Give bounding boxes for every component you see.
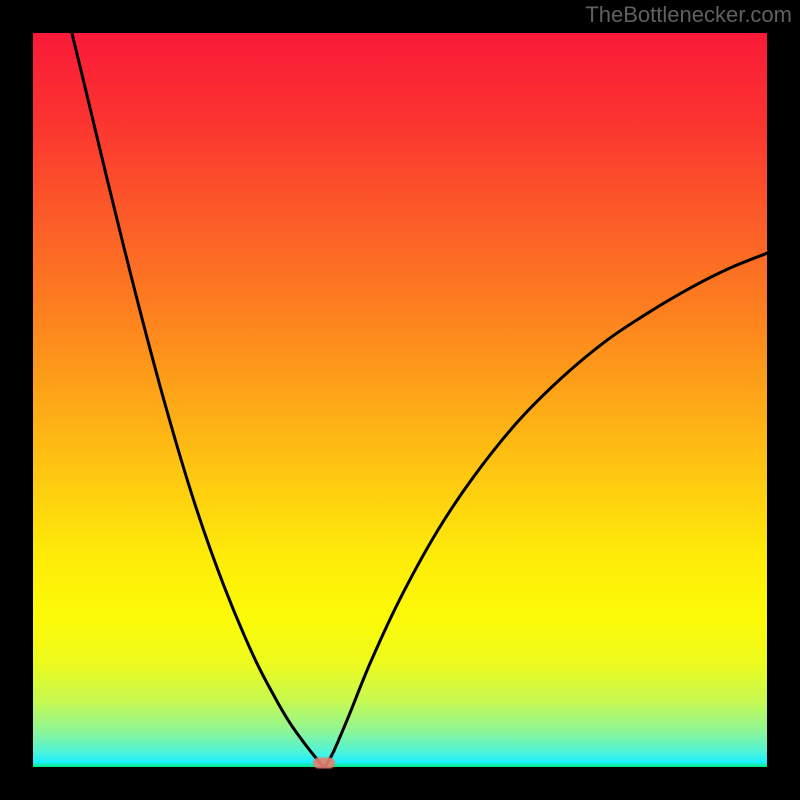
chart-container: { "attribution": { "text": "TheBottlenec… [0,0,800,800]
bottleneck-curve [33,33,767,767]
minimum-marker [313,757,335,768]
attribution-text: TheBottlenecker.com [585,2,792,28]
plot-area [33,33,767,767]
curve-path [72,33,767,767]
